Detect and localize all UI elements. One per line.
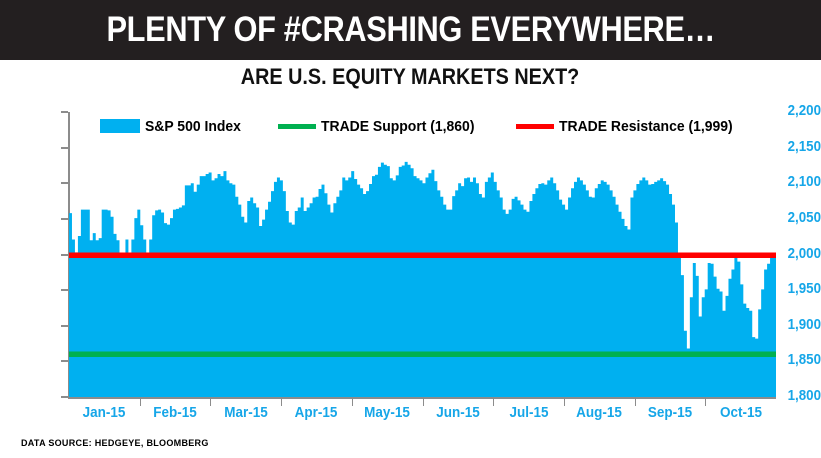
legend-swatch-trade-resistance: [515, 123, 554, 129]
y-tick: [61, 253, 68, 256]
legend-label-sp500: S&P 500 Index: [144, 117, 241, 135]
plot-area: [69, 112, 776, 397]
x-tick-label: Mar-15: [224, 405, 268, 421]
y-tick-label: 2,050: [787, 209, 821, 226]
y-tick-label: 1,850: [787, 352, 821, 369]
y-tick: [61, 146, 68, 149]
legend-item-trade-support: TRADE Support (1,860): [277, 117, 486, 135]
x-tick: [493, 399, 495, 406]
y-tick: [61, 324, 68, 327]
legend-item-sp500: S&P 500 Index: [99, 117, 248, 135]
x-tick: [705, 399, 707, 406]
legend-item-trade-resistance: TRADE Resistance (1,999): [515, 117, 746, 135]
legend-swatch-sp500: [99, 119, 140, 133]
legend-swatch-trade-support: [277, 123, 316, 129]
x-tick-label: Jun-15: [436, 405, 480, 421]
y-tick: [61, 111, 68, 113]
sp500-area-series: [69, 161, 776, 397]
y-tick-label: 2,150: [787, 138, 821, 155]
x-tick: [563, 399, 565, 406]
x-tick-label: Sep-15: [647, 405, 693, 421]
x-tick-label: Apr-15: [295, 405, 338, 421]
page-subtitle-text: ARE U.S. EQUITY MARKETS NEXT?: [241, 63, 580, 89]
y-tick: [61, 182, 68, 185]
x-tick: [422, 399, 424, 406]
x-tick-label: Feb-15: [153, 405, 197, 421]
y-tick-label: 2,200: [787, 103, 821, 119]
title-bar: PLENTY OF #CRASHING EVERYWHERE…: [0, 0, 821, 60]
x-tick-label: Oct-15: [719, 405, 762, 421]
y-tick-label: 2,000: [787, 245, 821, 262]
x-tick: [281, 399, 283, 406]
chart-container: 1,800 1,850 1,900 1,950 2,000 2,050 2,100 2,150…: [0, 93, 821, 423]
y-tick: [61, 217, 68, 220]
x-tick: [634, 399, 636, 406]
x-tick: [351, 399, 353, 406]
x-tick-label: Jul-15: [509, 405, 549, 421]
data-source-note: DATA SOURCE: HEDGEYE, BLOOMBERG: [21, 438, 209, 449]
x-tick-label: May-15: [364, 405, 410, 421]
y-tick: [61, 289, 68, 292]
y-tick: [61, 396, 68, 398]
x-tick: [139, 399, 141, 406]
legend-label-trade-resistance: TRADE Resistance (1,999): [558, 117, 733, 135]
page-subtitle: ARE U.S. EQUITY MARKETS NEXT?: [0, 60, 821, 93]
y-tick-label: 1,900: [787, 316, 821, 333]
y-tick-label: 1,950: [787, 281, 821, 298]
x-tick-label: Aug-15: [576, 405, 623, 421]
x-tick-label: Jan-15: [82, 405, 126, 421]
x-tick: [210, 399, 212, 406]
y-tick-label: 2,100: [787, 174, 821, 191]
legend-label-trade-support: TRADE Support (1,860): [320, 117, 475, 135]
page-title: PLENTY OF #CRASHING EVERYWHERE…: [106, 10, 715, 49]
series-svg: [69, 161, 776, 397]
y-tick: [61, 360, 68, 363]
chart-legend: S&P 500 Index TRADE Support (1,860) TRAD…: [69, 115, 776, 137]
x-axis-line: [68, 397, 776, 399]
y-tick-label: 1,800: [787, 388, 821, 404]
